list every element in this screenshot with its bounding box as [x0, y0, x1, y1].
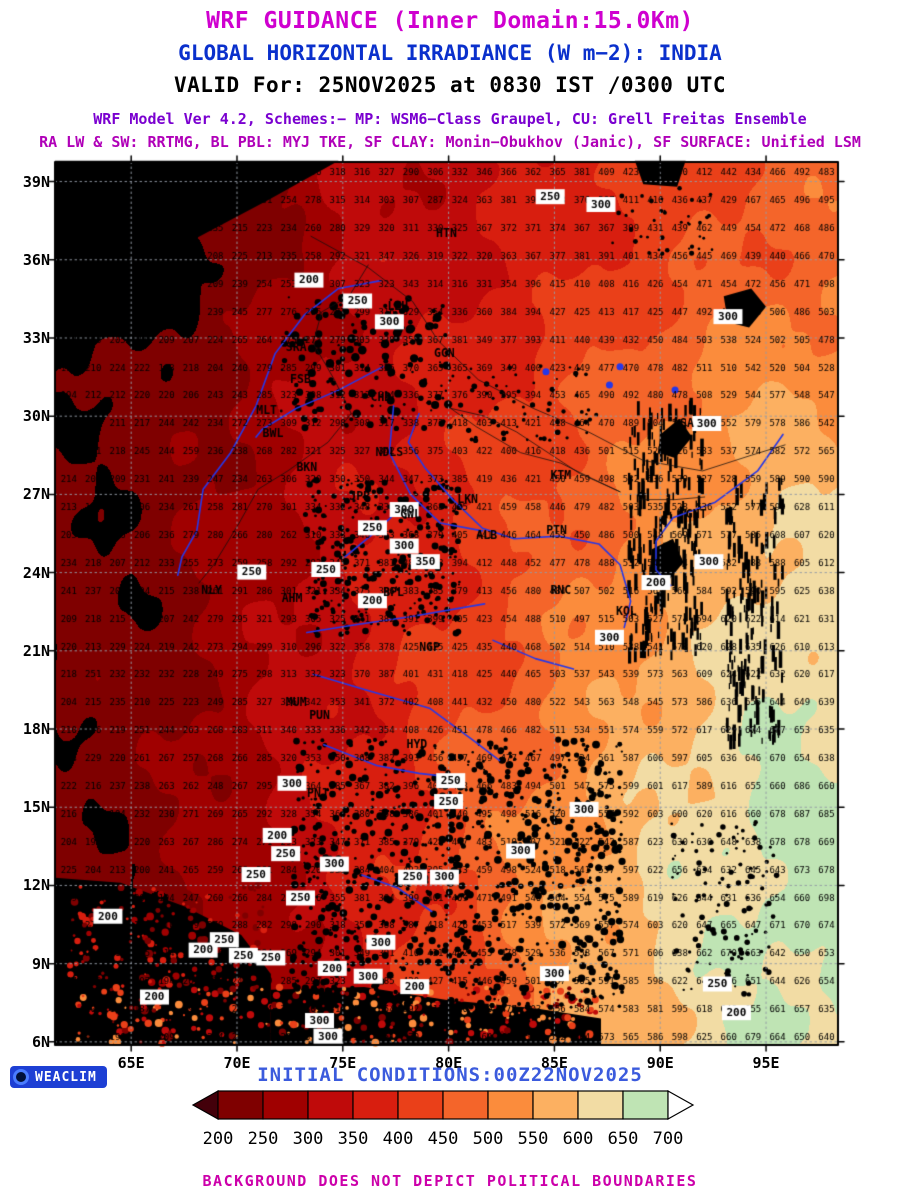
- x-axis-label: 70E: [223, 1054, 251, 1072]
- colorbar-tick-label: 200: [203, 1129, 234, 1149]
- y-axis-label: 39N: [22, 172, 50, 191]
- y-axis-label: 12N: [22, 876, 50, 895]
- colorbar-segment: [217, 1090, 264, 1120]
- colorbar-segment: [622, 1090, 669, 1120]
- colorbar-tick-label: 700: [653, 1129, 684, 1149]
- colorbar-tick-label: 300: [293, 1129, 324, 1149]
- x-axis-label: 80E: [435, 1054, 463, 1072]
- map-wrap: 39N 36N 33N 30N 27N 24N 21N 18N 15N 12N 9N 6N 65E 70E…: [23, 152, 847, 1072]
- initial-conditions-text: INITIAL CONDITIONS:00Z22NOV2025: [257, 1064, 643, 1086]
- colorbar-tick-label: 650: [608, 1129, 639, 1149]
- colorbar-tick-label: 450: [428, 1129, 459, 1149]
- colorbar-segment: [577, 1090, 624, 1120]
- y-axis-label: 36N: [22, 250, 50, 269]
- scheme-line-2: RA LW & SW: RRTMG, BL PBL: MYJ TKE, SF C…: [39, 133, 861, 151]
- scheme-line-1: WRF Model Ver 4.2, Schemes:− MP: WSM6−Cl…: [93, 110, 807, 128]
- colorbar-segment: [307, 1090, 354, 1120]
- colorbar-tick-label: 550: [518, 1129, 549, 1149]
- colorbar-left-arrow: [191, 1089, 219, 1121]
- y-axis-label: 33N: [22, 328, 50, 347]
- x-axis-label: 95E: [752, 1054, 780, 1072]
- disclaimer-text: BACKGROUND DOES NOT DEPICT POLITICAL BOU…: [202, 1172, 698, 1190]
- y-axis-label: 18N: [22, 720, 50, 739]
- y-axis-label: 30N: [22, 407, 50, 426]
- y-axis-label: 6N: [31, 1032, 50, 1051]
- x-axis-label: 75E: [329, 1054, 357, 1072]
- y-axis-label: 27N: [22, 485, 50, 504]
- colorbar-segment: [487, 1090, 534, 1120]
- x-axis-label: 65E: [117, 1054, 145, 1072]
- colorbar-segment: [532, 1090, 579, 1120]
- colorbar-right-arrow: [667, 1089, 695, 1121]
- y-axis-label: 24N: [22, 563, 50, 582]
- colorbar-segment: [262, 1090, 309, 1120]
- colorbar-tick-label: 350: [338, 1129, 369, 1149]
- x-axis-label: 85E: [540, 1054, 568, 1072]
- colorbar-segment: [442, 1090, 489, 1120]
- colorbar-tick-label: 250: [248, 1129, 279, 1149]
- weaclim-logo-icon: [13, 1069, 29, 1085]
- colorbar-segment: [397, 1090, 444, 1120]
- valid-time-line: VALID For: 25NOV2025 at 0830 IST /0300 U…: [173, 73, 726, 97]
- colorbar-tick-label: 400: [383, 1129, 414, 1149]
- y-axis-label: 15N: [22, 798, 50, 817]
- colorbar-tick-label: 500: [473, 1129, 504, 1149]
- y-axis-label: 21N: [22, 641, 50, 660]
- colorbar-segment: [352, 1090, 399, 1120]
- ghi-map-canvas: [47, 152, 847, 1057]
- weaclim-logo: WEACLIM: [10, 1066, 107, 1088]
- colorbar-svg: 200 250 300 350 400 450 500 550 600 650 700: [191, 1089, 695, 1149]
- weaclim-logo-text: WEACLIM: [35, 1069, 97, 1085]
- title-line-2: GLOBAL HORIZONTAL IRRADIANCE (W m−2): IN…: [178, 41, 722, 65]
- colorbar: 200 250 300 350 400 450 500 550 600 650 700: [190, 1088, 710, 1150]
- title-line-1: WRF GUIDANCE (Inner Domain:15.0Km): [206, 8, 694, 34]
- y-axis-label: 9N: [31, 954, 50, 973]
- colorbar-tick-label: 600: [563, 1129, 594, 1149]
- x-axis-label: 90E: [646, 1054, 674, 1072]
